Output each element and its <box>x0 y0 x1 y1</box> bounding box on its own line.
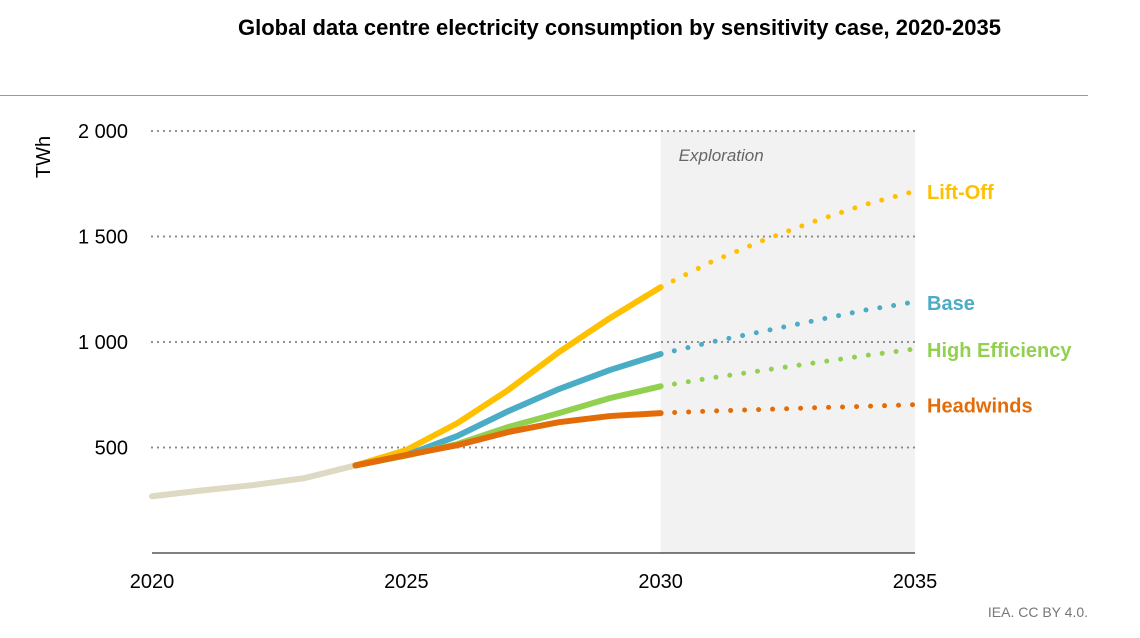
series-projection-headwinds <box>658 402 918 416</box>
y-tick-label: 1 000 <box>78 332 128 354</box>
series-line-lift-off <box>352 284 664 469</box>
y-tick-label: 2 000 <box>78 121 128 143</box>
x-tick-label: 2025 <box>384 571 429 593</box>
historical-line <box>149 462 359 500</box>
x-tick-label: 2020 <box>130 571 175 593</box>
chart-title: Global data centre electricity consumpti… <box>238 15 1001 40</box>
y-axis-label: TWh <box>33 136 55 178</box>
series-label-high-efficiency: High Efficiency <box>927 340 1072 362</box>
title-divider <box>0 95 1088 96</box>
series-label-base: Base <box>927 293 975 315</box>
series-projection-lift-off <box>658 188 918 290</box>
x-tick-label: 2035 <box>893 571 938 593</box>
y-tick-label: 1 500 <box>78 227 128 249</box>
exploration-label: Exploration <box>679 146 764 165</box>
y-tick-label: 500 <box>95 438 128 460</box>
series-projection-base <box>658 299 918 357</box>
x-tick-label: 2030 <box>638 571 683 593</box>
series-line-headwinds <box>352 410 664 469</box>
series-label-lift-off: Lift-Off <box>927 182 994 204</box>
series-projection-high-efficiency <box>658 346 918 389</box>
series-label-headwinds: Headwinds <box>927 396 1033 418</box>
credit: IEA. CC BY 4.0. <box>987 604 1088 620</box>
